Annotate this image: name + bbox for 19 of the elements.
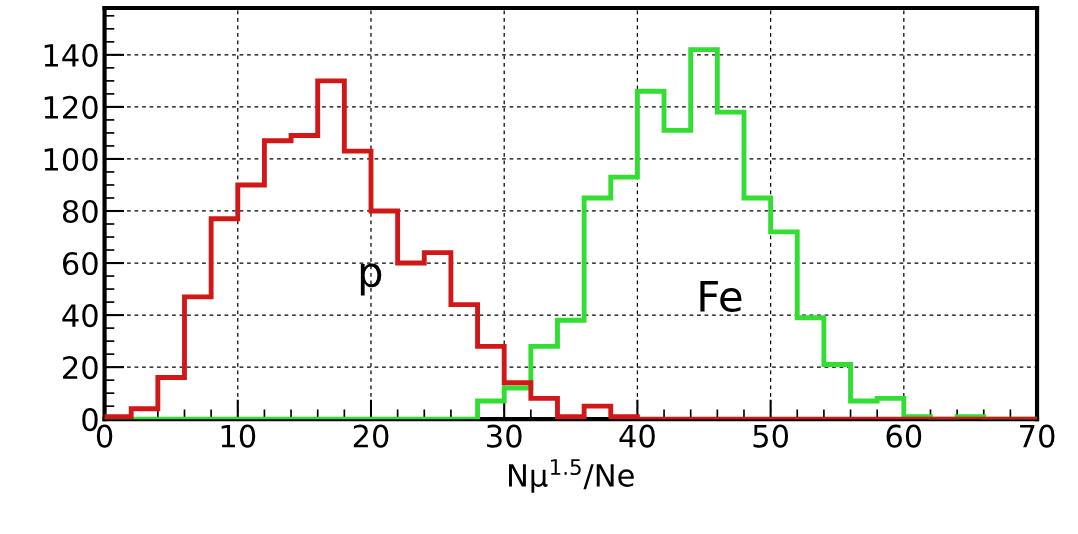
y-tick-label: 120 — [44, 95, 98, 119]
y-tick-label: 40 — [62, 304, 98, 328]
y-tick-label: 80 — [62, 199, 98, 224]
x-tick-label: 0 — [96, 424, 113, 448]
y-tick-label: 60 — [62, 251, 98, 276]
x-tick-label: 50 — [753, 424, 789, 448]
x-tick-label: 40 — [619, 424, 655, 448]
series-label: p — [360, 263, 382, 296]
x-tick-label: 70 — [1020, 424, 1055, 448]
y-tick-label: 140 — [44, 43, 98, 67]
x-tick-label: 30 — [487, 424, 522, 448]
series-label: Fe — [700, 281, 742, 313]
x-tick-label: 10 — [221, 424, 256, 448]
x-axis-title: Nμ$^{1.5}$/Ne — [509, 459, 634, 493]
y-tick-label: 0 — [82, 408, 98, 432]
y-tick-label: 100 — [44, 147, 98, 171]
x-tick-label: 20 — [353, 424, 389, 448]
y-tick-label: 20 — [63, 356, 98, 380]
x-tick-label: 60 — [886, 424, 922, 448]
